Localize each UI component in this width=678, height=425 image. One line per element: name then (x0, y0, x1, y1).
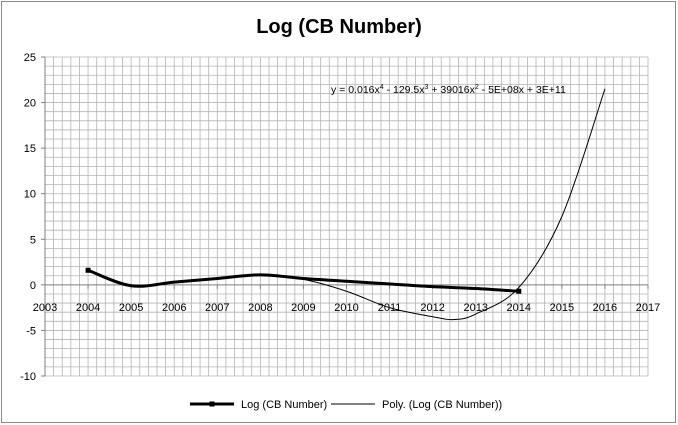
series-layer (85, 88, 606, 321)
x-tick-label: 2003 (33, 302, 57, 314)
x-tick-label: 2015 (550, 302, 574, 314)
y-tick-label: 0 (30, 280, 36, 292)
legend-marker-series-1 (209, 401, 215, 407)
equation-term-2: + 39016x (428, 84, 475, 96)
data-point-marker (516, 288, 522, 294)
x-tick-label: 2010 (334, 302, 358, 314)
x-tick-label: 2006 (162, 302, 186, 314)
equation-exponent-2: 2 (475, 84, 479, 91)
legend-label-series-1: Log (CB Number) (241, 399, 327, 411)
equation-suffix: - 5E+08x + 3E+11 (479, 84, 566, 96)
equation-term-3: - 129.5x (384, 84, 426, 96)
y-tick-label: 20 (24, 98, 36, 110)
y-tick-label: 10 (24, 189, 36, 201)
legend: Log (CB Number) Poly. (Log (CB Number)) (190, 399, 502, 411)
equation-exponent-4: 4 (380, 84, 384, 91)
x-tick-label: 2004 (76, 302, 100, 314)
trendline-equation: y = 0.016x4 - 129.5x3 + 39016x2 - 5E+08x… (331, 84, 566, 96)
y-tick-label: -5 (26, 325, 36, 337)
axes (41, 56, 649, 377)
x-tick-label: 2009 (291, 302, 315, 314)
legend-label-series-2: Poly. (Log (CB Number)) (382, 399, 502, 411)
x-tick-label: 2007 (205, 302, 229, 314)
chart-title: Log (CB Number) (256, 16, 422, 38)
x-tick-label: 2005 (119, 302, 143, 314)
y-tick-labels: -10 -5 0 5 10 15 20 25 (20, 52, 36, 383)
x-tick-label: 2017 (636, 302, 660, 314)
data-point-marker (85, 267, 91, 273)
x-tick-label: 2013 (463, 302, 487, 314)
x-tick-label: 2008 (248, 302, 272, 314)
y-tick-label: 25 (24, 52, 36, 64)
x-tick-label: 2012 (420, 302, 444, 314)
y-tick-label: -10 (20, 371, 36, 383)
series-log-cb-number (87, 268, 519, 293)
y-tick-label: 15 (24, 143, 36, 155)
x-tick-labels: 2003 2004 2005 2006 2007 2008 2009 2010 2011 2012… (33, 302, 660, 314)
equation-prefix: y = 0.016x (331, 84, 380, 96)
equation-exponent-3: 3 (425, 84, 429, 91)
y-tick-label: 5 (30, 234, 36, 246)
x-tick-label: 2016 (593, 302, 617, 314)
x-tick-label: 2014 (507, 302, 531, 314)
grid (44, 56, 649, 377)
